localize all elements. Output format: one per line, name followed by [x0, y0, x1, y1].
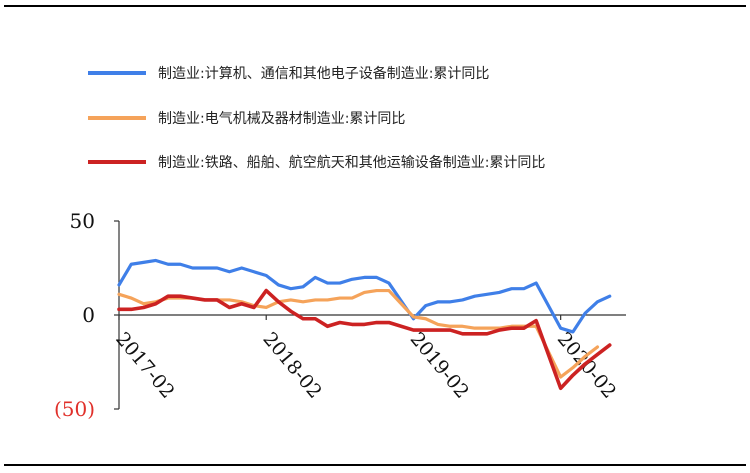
y-tick-label-3: (50): [54, 397, 95, 421]
x-tick-label-2: 2018-02: [258, 328, 326, 403]
y-tick-label-1: 50: [70, 209, 95, 233]
series-layer: [117, 258, 612, 391]
legend-label-1: 制造业:计算机、通信和其他电子设备制造业:累计同比: [158, 65, 489, 82]
legend-label-2: 制造业:电气机械及器材制造业:累计同比: [158, 111, 405, 127]
x-tick-label-1: 2017-02: [111, 328, 179, 403]
y-axis: 50 0 (50): [54, 209, 120, 421]
x-tick-label-4: 2020-02: [553, 328, 621, 403]
series-line-1: [117, 258, 612, 334]
y-tick-label-2: 0: [82, 303, 95, 327]
x-tick-label-3: 2019-02: [406, 328, 474, 403]
series-line-2: [117, 288, 600, 379]
series-line-3: [117, 288, 612, 391]
legend: 制造业:计算机、通信和其他电子设备制造业:累计同比制造业:电气机械及器材制造业:…: [88, 65, 545, 171]
legend-label-3: 制造业:铁路、船舶、航空航天和其他运输设备制造业:累计同比: [158, 154, 545, 171]
